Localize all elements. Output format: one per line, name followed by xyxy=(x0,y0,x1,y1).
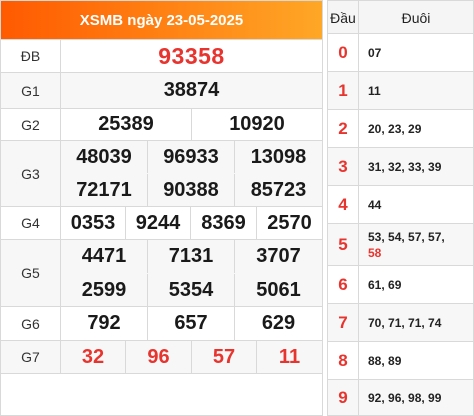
prize-label: G1 xyxy=(1,73,61,108)
prize-number: 57 xyxy=(192,341,257,374)
prize-label: G2 xyxy=(1,109,61,140)
dau-digit: 0 xyxy=(328,34,359,71)
prize-number: 2599 xyxy=(61,274,148,306)
results-title: XSMB ngày 23-05-2025 xyxy=(1,1,322,39)
duoi-values-line: 53, 54, 57, 57, xyxy=(368,229,445,244)
prize-number: 792 xyxy=(61,307,148,340)
prize-number: 7131 xyxy=(148,240,235,273)
prize-number: 48039 xyxy=(61,141,148,173)
loto-row: 5 53, 54, 57, 57, 58 xyxy=(328,224,473,266)
loto-row: 3 31, 32, 33, 39 xyxy=(328,148,473,186)
prize-label: G3 xyxy=(1,141,61,206)
dau-digit: 8 xyxy=(328,342,359,379)
prize-number: 8369 xyxy=(191,207,257,239)
loto-table: Đầu Đuôi 0 07 1 11 2 20, 23, 29 3 31, 32… xyxy=(327,0,474,416)
prize-number: 32 xyxy=(61,341,126,374)
prize-label: G5 xyxy=(1,240,61,306)
duoi-values: 20, 23, 29 xyxy=(368,121,422,136)
dau-digit: 6 xyxy=(328,266,359,303)
dau-digit: 5 xyxy=(328,224,359,265)
prize-label: G7 xyxy=(1,341,61,373)
prize-label: G4 xyxy=(1,207,61,239)
prize-number: 9244 xyxy=(126,207,191,239)
prize-number: 3707 xyxy=(256,245,301,267)
dau-digit: 2 xyxy=(328,110,359,147)
duoi-values: 92, 96, 98, 99 xyxy=(368,390,442,405)
prize-number: 5061 xyxy=(256,278,301,301)
duoi-values: 31, 32, 33, 39 xyxy=(368,159,442,174)
duoi-values: 70, 71, 71, 74 xyxy=(368,315,442,330)
prize-label: G6 xyxy=(1,307,61,340)
prize-row-g3: G3 48039 96933 13098 72171 90388 85723 xyxy=(1,140,322,206)
prize-number: 5354 xyxy=(148,274,235,306)
prize-row-g6: G6 792 657 629 xyxy=(1,306,322,340)
prize-number: 13098 xyxy=(250,145,307,168)
prize-number: 2570 xyxy=(267,211,312,234)
prize-row-g5: G5 4471 7131 3707 2599 5354 5061 xyxy=(1,239,322,306)
dau-digit: 9 xyxy=(328,380,359,415)
loto-row: 7 70, 71, 71, 74 xyxy=(328,304,473,342)
loto-header: Đầu Đuôi xyxy=(328,1,473,34)
prize-row-g7: G7 32 96 57 11 xyxy=(1,340,322,374)
dau-digit: 7 xyxy=(328,304,359,341)
prize-row-g1: G1 38874 xyxy=(1,72,322,108)
prize-number: 4471 xyxy=(61,240,148,273)
prize-number: 25389 xyxy=(61,109,192,140)
duoi-values: 44 xyxy=(368,197,382,212)
dau-digit: 4 xyxy=(328,186,359,223)
loto-row: 1 11 xyxy=(328,72,473,110)
loto-row: 9 92, 96, 98, 99 xyxy=(328,380,473,415)
duoi-values: 53, 54, 57, 57, 58 xyxy=(368,224,469,265)
prize-row-db: ĐB 93358 xyxy=(1,39,322,72)
duoi-values: 11 xyxy=(368,83,381,98)
prize-number: 85723 xyxy=(250,178,307,201)
prize-number: 11 xyxy=(278,346,301,368)
column-header-duoi: Đuôi xyxy=(401,9,431,26)
duoi-special-value: 58 xyxy=(368,245,382,260)
duoi-values: 88, 89 xyxy=(368,353,402,368)
prize-row-g2: G2 25389 10920 xyxy=(1,108,322,140)
dau-digit: 3 xyxy=(328,148,359,185)
loto-row: 4 44 xyxy=(328,186,473,224)
prize-number: 657 xyxy=(148,307,235,340)
prize-number: 38874 xyxy=(163,79,220,101)
prize-row-g4: G4 0353 9244 8369 2570 xyxy=(1,206,322,239)
loto-row: 8 88, 89 xyxy=(328,342,473,380)
prize-number: 96 xyxy=(126,341,192,374)
prize-number: 10920 xyxy=(229,113,285,135)
prize-number: 629 xyxy=(261,312,296,334)
results-table: XSMB ngày 23-05-2025 ĐB 93358 G1 38874 G… xyxy=(0,0,323,416)
duoi-values: 07 xyxy=(368,45,382,60)
column-header-dau: Đầu xyxy=(328,1,359,34)
loto-row: 2 20, 23, 29 xyxy=(328,110,473,148)
duoi-values: 61, 69 xyxy=(368,277,402,292)
dau-digit: 1 xyxy=(328,72,359,109)
loto-row: 6 61, 69 xyxy=(328,266,473,304)
prize-number: 96933 xyxy=(148,141,235,173)
prize-label: ĐB xyxy=(1,40,61,72)
prize-number: 0353 xyxy=(61,207,126,239)
prize-number: 72171 xyxy=(61,174,148,206)
prize-number: 90388 xyxy=(148,174,235,206)
loto-row: 0 07 xyxy=(328,34,473,72)
special-prize-number: 93358 xyxy=(158,42,225,69)
